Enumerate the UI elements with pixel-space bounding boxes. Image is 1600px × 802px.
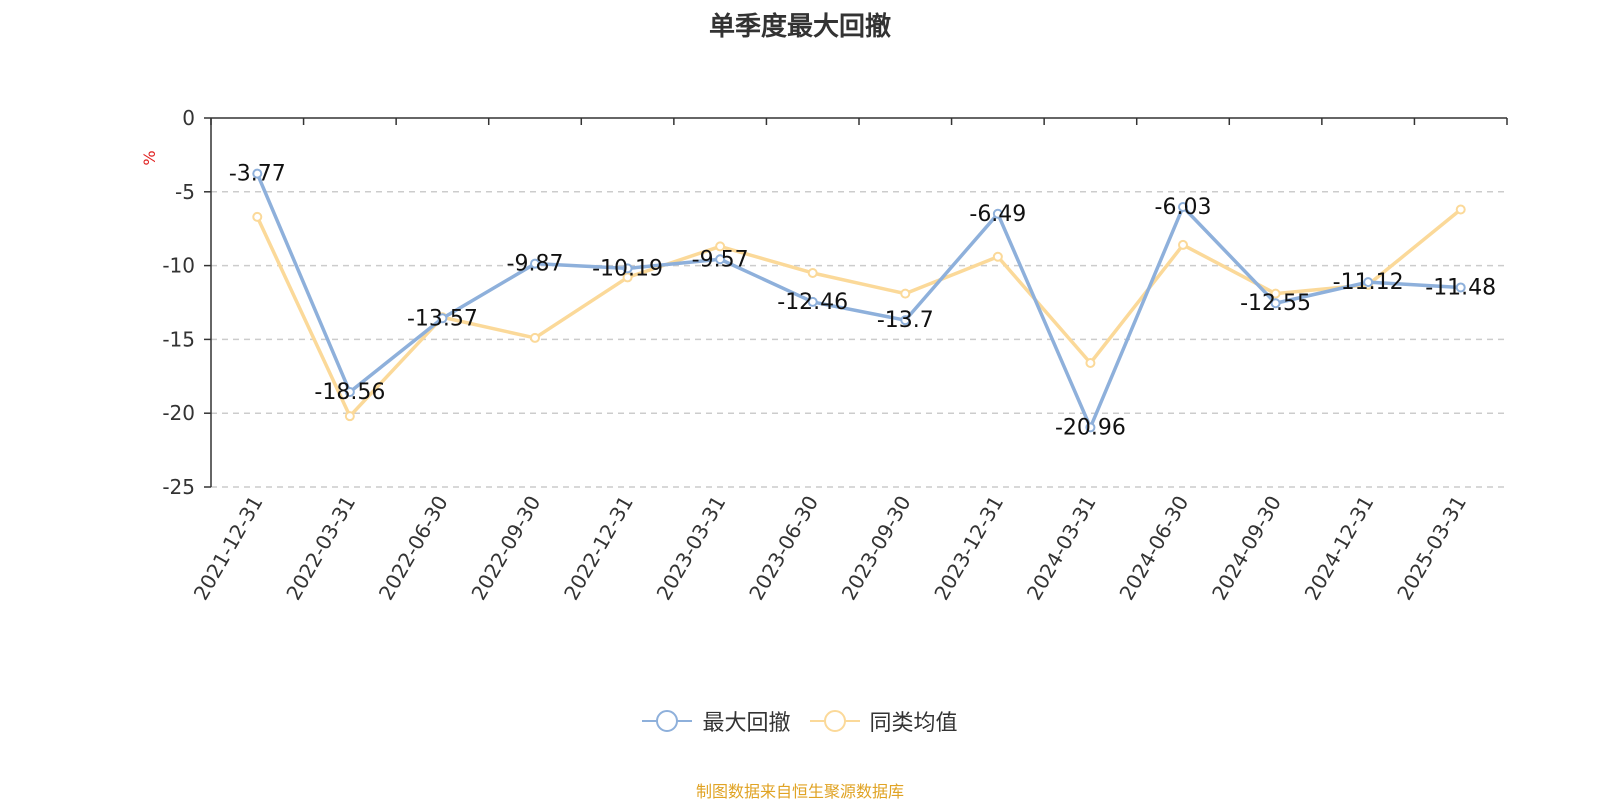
data-label: -11.12 (1333, 270, 1404, 295)
data-label: -20.96 (1055, 415, 1126, 440)
y-tick-label: -20 (162, 401, 195, 425)
x-tick-label: 2022-03-31 (281, 492, 360, 605)
x-tick-label: 2024-12-31 (1300, 492, 1379, 605)
data-point-series-1[interactable] (715, 241, 726, 252)
data-point-series-1[interactable] (1178, 239, 1188, 250)
data-label: -13.57 (407, 306, 478, 331)
data-point-series-0[interactable] (1178, 202, 1188, 213)
x-tick-label: 2024-03-31 (1022, 492, 1101, 605)
data-point-series-0[interactable] (437, 313, 448, 324)
data-point-series-0[interactable] (1085, 422, 1096, 433)
data-point-series-1[interactable] (530, 332, 540, 343)
x-tick-label: 2024-06-30 (1114, 492, 1193, 605)
x-tick-label: 2022-12-31 (559, 492, 638, 605)
y-tick-label: 0 (182, 106, 195, 130)
y-tick-label: -15 (162, 327, 195, 351)
data-point-series-0[interactable] (1455, 282, 1466, 293)
y-tick-label: -5 (175, 180, 195, 204)
legend-line-circle-icon (642, 710, 693, 732)
chart-title: 单季度最大回撤 (708, 12, 891, 42)
legend-item-series-0[interactable]: 最大回撤 (642, 705, 791, 737)
x-tick-label: 2025-03-31 (1392, 492, 1471, 605)
data-point-series-1[interactable] (252, 211, 263, 222)
data-point-series-0[interactable] (622, 263, 633, 274)
y-unit-label: % (140, 150, 159, 165)
x-tick-label: 2022-06-30 (374, 492, 453, 605)
series-line-0 (255, 172, 1461, 430)
grid-lines (211, 191, 1507, 488)
data-label: -12.46 (777, 290, 848, 315)
data-label: -6.03 (1155, 195, 1212, 220)
data-label: -6.49 (969, 202, 1026, 227)
legend-label-series-1: 同类均值 (869, 711, 958, 736)
legend-label-series-0: 最大回撤 (702, 711, 791, 736)
data-point-series-0[interactable] (1363, 277, 1374, 288)
x-tick-label: 2023-06-30 (744, 492, 823, 605)
data-point-series-1[interactable] (992, 251, 1003, 262)
data-point-series-0[interactable] (344, 386, 355, 397)
data-point-series-1[interactable] (807, 267, 818, 278)
data-point-series-0[interactable] (252, 168, 263, 179)
x-tick-label: 2022-09-30 (466, 492, 545, 605)
x-tick-label: 2021-12-31 (189, 492, 268, 605)
x-tick-label: 2023-12-31 (929, 492, 1008, 605)
series-layer (252, 168, 1466, 433)
data-point-series-0[interactable] (900, 315, 911, 326)
x-tick-label: 2023-03-31 (652, 492, 731, 605)
y-tick-label: -25 (162, 475, 195, 499)
data-labels: -3.77 -18.56 -13.57 -9.87 -10.19 -9.57 -12.46 -… (229, 162, 1496, 441)
data-point-series-0[interactable] (530, 258, 540, 269)
data-point-series-0[interactable] (992, 208, 1003, 219)
data-point-series-1[interactable] (1085, 358, 1096, 369)
data-label: -3.77 (229, 162, 286, 187)
data-label: -12.55 (1240, 291, 1311, 316)
legend-line-circle-icon (809, 710, 860, 732)
data-point-series-1[interactable] (900, 288, 911, 299)
legend-item-series-1[interactable]: 同类均值 (809, 705, 958, 737)
source-note: 制图数据来自恒生聚源数据库 (695, 782, 904, 801)
data-point-series-1[interactable] (622, 272, 633, 283)
data-point-series-0[interactable] (807, 296, 818, 307)
legend: 最大回撤 同类均值 (0, 705, 1600, 739)
data-point-series-1[interactable] (1455, 204, 1466, 215)
data-label: -9.87 (507, 252, 564, 277)
data-label: -18.56 (314, 380, 385, 405)
x-tick-label: 2024-09-30 (1207, 492, 1286, 605)
data-point-series-1[interactable] (344, 411, 355, 422)
data-point-series-0[interactable] (715, 254, 726, 265)
data-label: -11.48 (1425, 275, 1496, 300)
data-point-series-1[interactable] (1270, 288, 1281, 299)
y-tick-label: -10 (162, 254, 195, 278)
data-label: -13.7 (877, 308, 934, 333)
data-point-series-0[interactable] (1270, 298, 1281, 309)
data-label: -10.19 (592, 256, 663, 281)
data-label: -9.57 (692, 247, 749, 272)
x-tick-label: 2023-09-30 (837, 491, 916, 604)
